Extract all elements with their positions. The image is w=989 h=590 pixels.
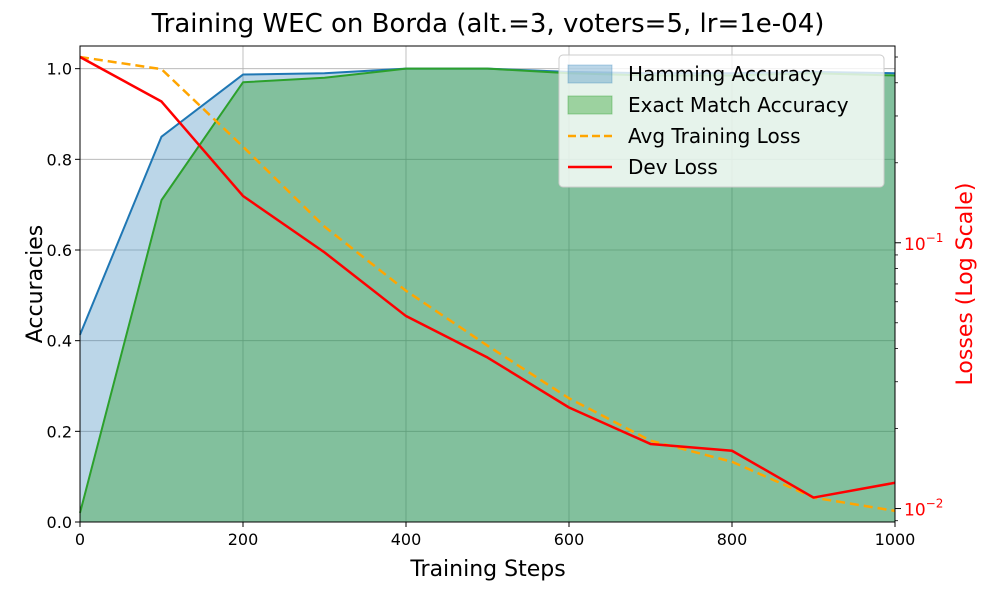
y-right-tick-label: 10−1 xyxy=(904,231,943,255)
y-left-tick-label: 1.0 xyxy=(47,60,72,79)
legend-swatch-hamming xyxy=(567,64,613,84)
y-left-tick-label: 0.2 xyxy=(47,422,72,441)
y-left-axis-ticks: 0.0 0.2 0.4 0.6 0.8 1.0 xyxy=(47,60,80,532)
legend-label-hamming: Hamming Accuracy xyxy=(628,62,823,86)
y-left-tick-label: 0.0 xyxy=(47,513,72,532)
x-tick-label: 600 xyxy=(554,530,585,549)
chart-title: Training WEC on Borda (alt.=3, voters=5,… xyxy=(151,9,825,39)
x-tick-label: 400 xyxy=(391,530,422,549)
x-tick-label: 0 xyxy=(75,530,85,549)
x-tick-label: 1000 xyxy=(875,530,916,549)
x-tick-label: 800 xyxy=(717,530,748,549)
legend-label-avg-training-loss: Avg Training Loss xyxy=(628,124,801,148)
x-axis-ticks: 0 200 400 600 800 1000 xyxy=(75,522,915,549)
legend-label-exact-match: Exact Match Accuracy xyxy=(628,93,849,117)
y-right-tick-label: 10−2 xyxy=(904,497,943,521)
y-right-axis-label: Losses (Log Scale) xyxy=(953,183,978,386)
series-line-2 xyxy=(79,55,896,513)
x-axis-label: Training Steps xyxy=(409,557,565,582)
y-right-axis-ticks: 10−1 10−2 xyxy=(895,56,943,522)
y-left-tick-label: 0.4 xyxy=(47,332,72,351)
y-left-tick-label: 0.6 xyxy=(47,241,72,260)
legend-label-dev-loss: Dev Loss xyxy=(628,155,718,179)
legend-swatch-exact-match xyxy=(567,95,613,115)
y-left-axis-label: Accuracies xyxy=(23,225,48,344)
x-tick-label: 200 xyxy=(228,530,259,549)
legend: Hamming Accuracy Exact Match Accuracy Av… xyxy=(558,54,885,188)
legend-box xyxy=(558,54,885,188)
series-line-3 xyxy=(79,55,896,499)
y-left-tick-label: 0.8 xyxy=(47,150,72,169)
